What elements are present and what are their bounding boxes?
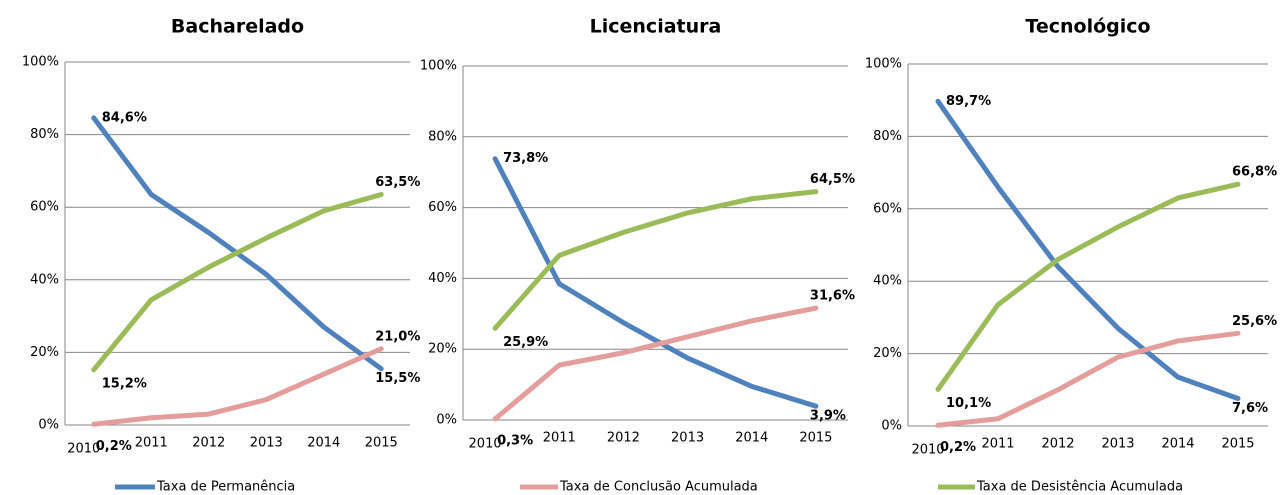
y-tick-label: 40% xyxy=(428,271,457,286)
data-label: 0,2% xyxy=(940,440,976,455)
data-label: 7,6% xyxy=(1232,401,1268,416)
y-tick-label: 0% xyxy=(436,413,457,428)
series-line xyxy=(935,181,1241,392)
y-tick-label: 20% xyxy=(30,345,59,360)
y-tick-label: 60% xyxy=(428,200,457,215)
y-tick-label: 100% xyxy=(22,55,59,70)
x-tick-label: 2014 xyxy=(735,431,768,446)
x-tick-label: 2012 xyxy=(192,436,225,451)
x-tick-label: 2011 xyxy=(135,436,168,451)
chart-title: Bacharelado xyxy=(171,16,304,38)
data-label: 25,6% xyxy=(1232,314,1277,329)
y-tick-label: 20% xyxy=(428,342,457,357)
data-label: 31,6% xyxy=(810,289,855,304)
series-line xyxy=(935,98,1241,401)
x-tick-label: 2013 xyxy=(1101,437,1134,452)
x-tick-label: 2010 xyxy=(67,442,100,457)
data-label: 25,9% xyxy=(503,335,548,350)
y-tick-label: 40% xyxy=(30,272,59,287)
series-line xyxy=(91,346,384,427)
chart-title: Licenciatura xyxy=(590,16,722,38)
data-label: 66,8% xyxy=(1232,165,1277,180)
legend-label: Taxa de Desistência Acumulada xyxy=(976,480,1183,495)
data-label: 84,6% xyxy=(102,110,147,125)
data-label: 10,1% xyxy=(946,396,991,411)
chart-title: Tecnológico xyxy=(1025,16,1150,38)
legend-label: Taxa de Conclusão Acumulada xyxy=(559,480,758,495)
series-line xyxy=(492,305,819,422)
x-tick-label: 2012 xyxy=(607,431,640,446)
data-label: 89,7% xyxy=(946,94,991,109)
y-tick-label: 40% xyxy=(873,274,902,289)
data-label: 15,5% xyxy=(375,371,420,386)
x-tick-label: 2015 xyxy=(799,431,832,446)
series-line xyxy=(492,189,819,331)
x-tick-label: 2010 xyxy=(911,443,944,458)
x-tick-label: 2010 xyxy=(469,437,502,452)
data-label: 21,0% xyxy=(375,329,420,344)
series-line xyxy=(91,191,384,373)
y-tick-label: 0% xyxy=(38,418,59,433)
x-tick-label: 2012 xyxy=(1041,437,1074,452)
x-tick-label: 2013 xyxy=(671,431,704,446)
y-tick-label: 80% xyxy=(30,127,59,142)
y-tick-label: 80% xyxy=(873,129,902,144)
x-tick-label: 2011 xyxy=(981,437,1014,452)
y-tick-label: 60% xyxy=(873,201,902,216)
series-line xyxy=(91,115,384,372)
x-tick-label: 2015 xyxy=(365,436,398,451)
series-line xyxy=(492,156,819,409)
y-tick-label: 100% xyxy=(420,59,457,74)
data-label: 15,2% xyxy=(102,376,147,391)
y-tick-label: 60% xyxy=(30,200,59,215)
x-tick-label: 2014 xyxy=(307,436,340,451)
data-label: 73,8% xyxy=(503,151,548,166)
x-tick-label: 2014 xyxy=(1161,437,1194,452)
data-label: 3,9% xyxy=(810,409,846,424)
x-tick-label: 2013 xyxy=(250,436,283,451)
y-tick-label: 100% xyxy=(865,57,902,72)
x-tick-label: 2011 xyxy=(543,431,576,446)
y-tick-label: 20% xyxy=(873,346,902,361)
data-label: 0,2% xyxy=(96,439,132,454)
y-tick-label: 0% xyxy=(881,419,902,434)
series-line xyxy=(935,330,1241,428)
x-tick-label: 2015 xyxy=(1221,437,1254,452)
legend-label: Taxa de Permanência xyxy=(156,480,295,495)
data-label: 64,5% xyxy=(810,172,855,187)
data-label: 63,5% xyxy=(375,175,420,190)
y-tick-label: 80% xyxy=(428,129,457,144)
data-label: 0,3% xyxy=(497,433,533,448)
